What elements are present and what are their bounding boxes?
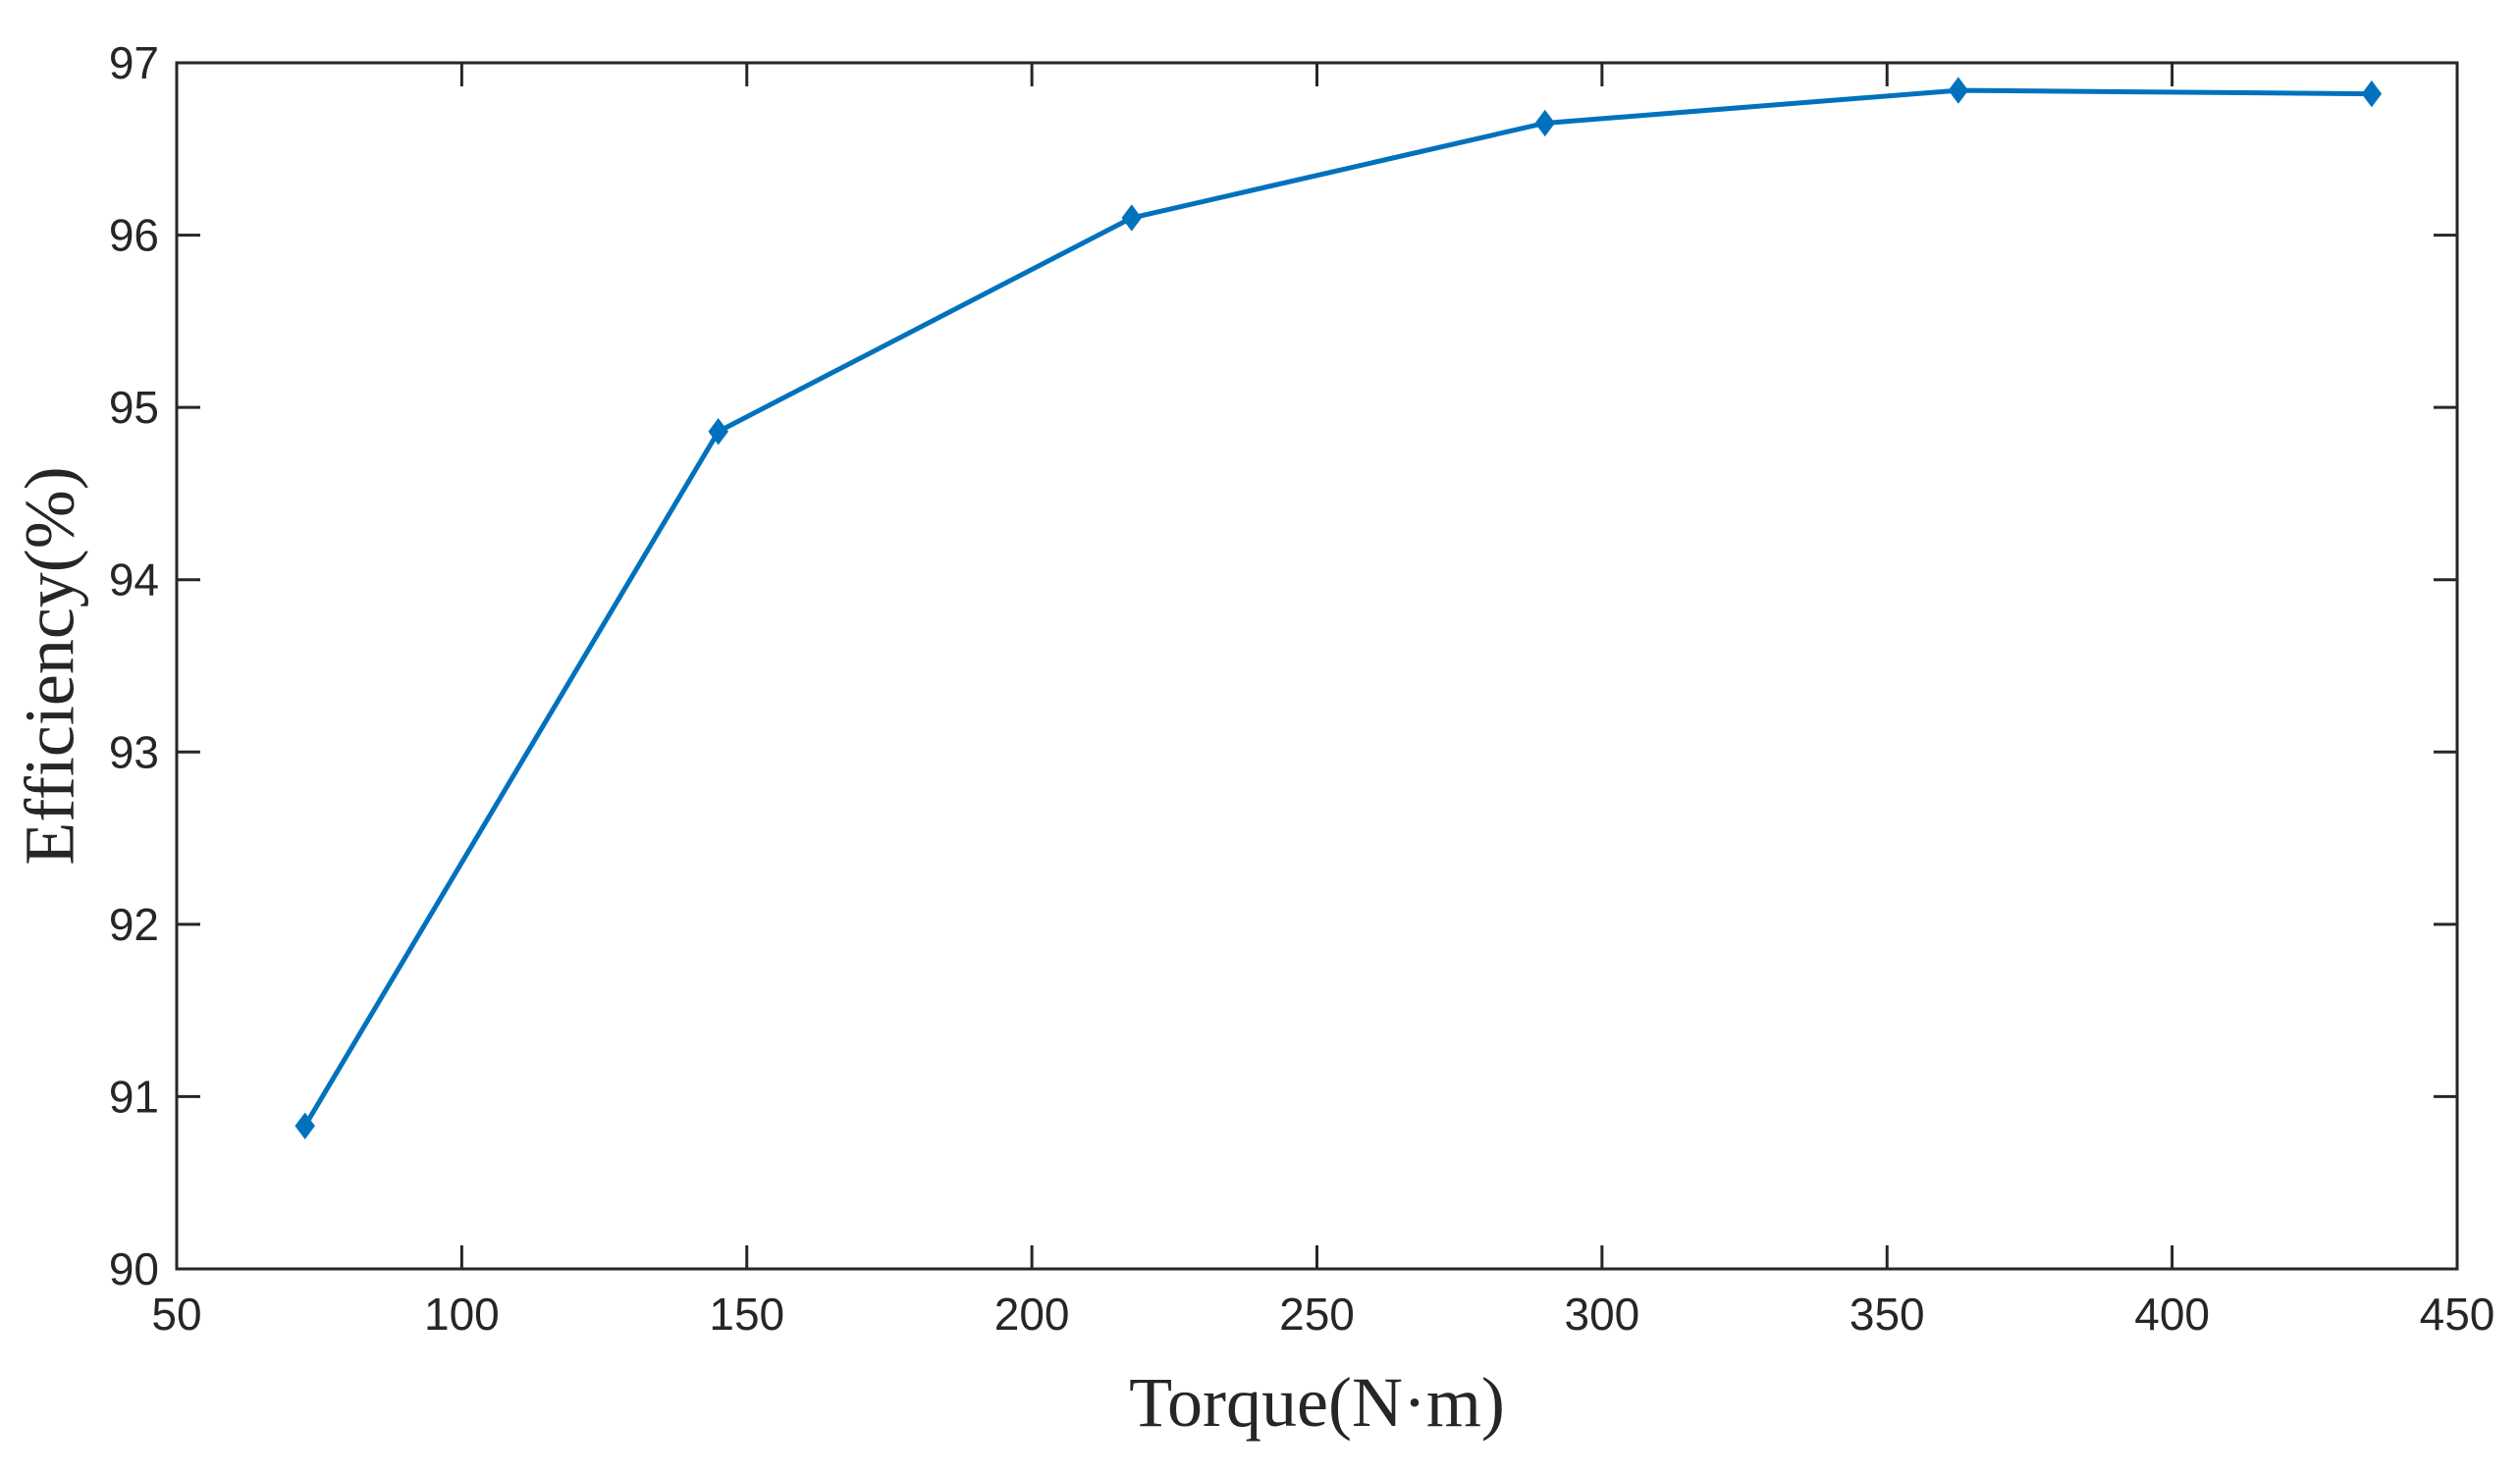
axes	[175, 61, 2459, 1271]
x-tick-label: 400	[2134, 1289, 2210, 1340]
y-tick-label: 90	[109, 1243, 159, 1294]
y-tick-label: 91	[109, 1071, 159, 1122]
y-tick-label: 93	[109, 726, 159, 777]
series-line	[302, 87, 2372, 1128]
x-tick-label: 350	[1850, 1289, 1925, 1340]
x-tick-label: 300	[1565, 1289, 1640, 1340]
x-tick-label: 50	[151, 1289, 201, 1340]
data-point-marker	[1534, 109, 1556, 137]
x-tick-label: 250	[1279, 1289, 1355, 1340]
series	[295, 77, 2383, 1139]
data-point-marker	[2361, 79, 2383, 108]
plot-frame	[175, 61, 2459, 1271]
y-axis-title: Efficiency(%)	[11, 466, 89, 865]
x-tick-label: 200	[994, 1289, 1070, 1340]
data-point-marker	[1121, 204, 1143, 232]
y-tick-label: 97	[109, 37, 159, 88]
y-tick-label: 94	[109, 554, 159, 606]
data-point-marker	[1948, 77, 1969, 104]
x-axis-title: Torque(N·m)	[1129, 1363, 1505, 1442]
x-tick-label: 150	[709, 1289, 784, 1340]
y-tick-label: 92	[109, 899, 159, 950]
y-tick-label: 96	[109, 210, 159, 261]
ticks: 50 100 150 200 250 300 350 400 450 90 91 92 93 94 95 96…	[109, 37, 2495, 1340]
y-tick-label: 95	[109, 382, 159, 433]
x-tick-label: 450	[2420, 1289, 2495, 1340]
data-point-marker	[295, 1112, 315, 1139]
x-tick-label: 100	[424, 1289, 500, 1340]
data-point-marker	[708, 418, 728, 446]
